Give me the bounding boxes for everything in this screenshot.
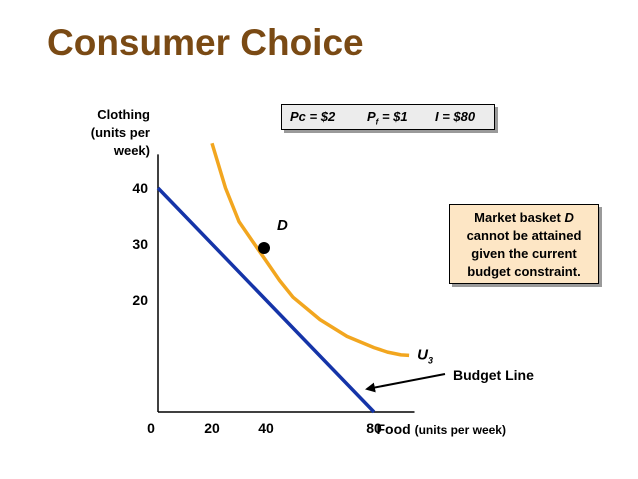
food-price-value: = $1	[378, 109, 408, 124]
y-axis-label-line-3: week)	[113, 143, 150, 158]
indifference-curve-label: U3	[417, 346, 433, 365]
x-tick-label: 0	[147, 420, 155, 436]
indifference-curve-label-subscript: 3	[428, 355, 433, 365]
market-basket-d-label: D	[277, 217, 288, 234]
budget-line	[156, 186, 376, 414]
y-axis-label-line-2: (units per	[90, 125, 150, 140]
income-value: I = $80	[435, 109, 476, 124]
x-tick-label: 20	[204, 420, 220, 436]
x-tick-label: 40	[258, 420, 274, 436]
y-tick-label: 30	[132, 236, 148, 252]
y-axis-label: Clothing (units per week)	[78, 106, 150, 160]
clothing-price: Pc = $2	[290, 109, 336, 124]
x-tick-label: 80	[366, 420, 382, 436]
y-axis-label-line-1: Clothing	[97, 107, 150, 122]
y-tick-label: 40	[132, 180, 148, 196]
market-basket-d-point	[258, 242, 270, 254]
y-tick-label: 20	[132, 292, 148, 308]
budget-line-label: Budget Line	[453, 367, 534, 383]
note-line-1-basket: D	[564, 210, 574, 225]
note-line-1: Market basket D	[450, 209, 598, 227]
food-price: Pf = $1	[367, 109, 408, 127]
food-price-base: P	[367, 109, 376, 124]
budget-line-arrow	[365, 373, 446, 393]
x-axis-label-unit: (units per week)	[415, 423, 506, 437]
x-axis-label: Food (units per week)	[377, 421, 506, 437]
indifference-curve-label-base: U	[417, 346, 429, 363]
note-box: Market basket D cannot be attained given…	[449, 204, 599, 284]
note-line-1-text: Market basket	[474, 210, 565, 225]
x-axis-label-name: Food	[377, 421, 415, 437]
price-income-box: Pc = $2 Pf = $1 I = $80	[281, 104, 495, 130]
slide-title: Consumer Choice	[47, 22, 364, 63]
note-line-3: given the current	[471, 246, 577, 261]
note-line-4: budget constraint.	[467, 264, 581, 279]
indifference-curve-u3	[210, 142, 410, 358]
food-price-subscript: f	[375, 117, 379, 127]
note-line-2: cannot be attained	[466, 228, 582, 243]
